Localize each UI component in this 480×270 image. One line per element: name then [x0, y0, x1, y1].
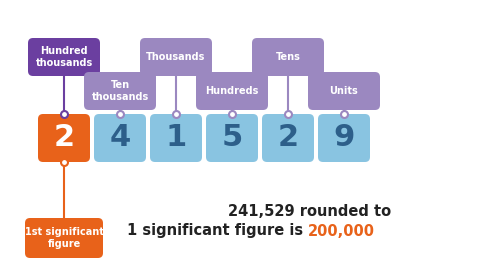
FancyBboxPatch shape	[150, 114, 202, 162]
Text: Thousands: Thousands	[146, 52, 206, 62]
FancyBboxPatch shape	[206, 114, 258, 162]
Text: Tens: Tens	[276, 52, 300, 62]
Text: 241,529 rounded to: 241,529 rounded to	[228, 204, 392, 218]
Text: 1 significant figure is: 1 significant figure is	[127, 224, 308, 238]
FancyBboxPatch shape	[196, 72, 268, 110]
Text: 1: 1	[166, 123, 187, 153]
FancyBboxPatch shape	[308, 72, 380, 110]
FancyBboxPatch shape	[140, 38, 212, 76]
FancyBboxPatch shape	[252, 38, 324, 76]
FancyBboxPatch shape	[318, 114, 370, 162]
Text: 5: 5	[221, 123, 242, 153]
Text: Units: Units	[330, 86, 359, 96]
Text: Hundred
thousands: Hundred thousands	[36, 46, 93, 68]
FancyBboxPatch shape	[84, 72, 156, 110]
FancyBboxPatch shape	[28, 38, 100, 76]
FancyBboxPatch shape	[38, 114, 90, 162]
FancyBboxPatch shape	[25, 218, 103, 258]
FancyBboxPatch shape	[94, 114, 146, 162]
Text: 9: 9	[333, 123, 355, 153]
Text: Ten
thousands: Ten thousands	[91, 80, 149, 102]
Text: 4: 4	[109, 123, 131, 153]
Text: 2: 2	[53, 123, 74, 153]
Text: 200,000: 200,000	[308, 224, 375, 238]
FancyBboxPatch shape	[262, 114, 314, 162]
Text: 2: 2	[277, 123, 299, 153]
Text: Hundreds: Hundreds	[205, 86, 259, 96]
Text: 1st significant
figure: 1st significant figure	[24, 227, 103, 249]
